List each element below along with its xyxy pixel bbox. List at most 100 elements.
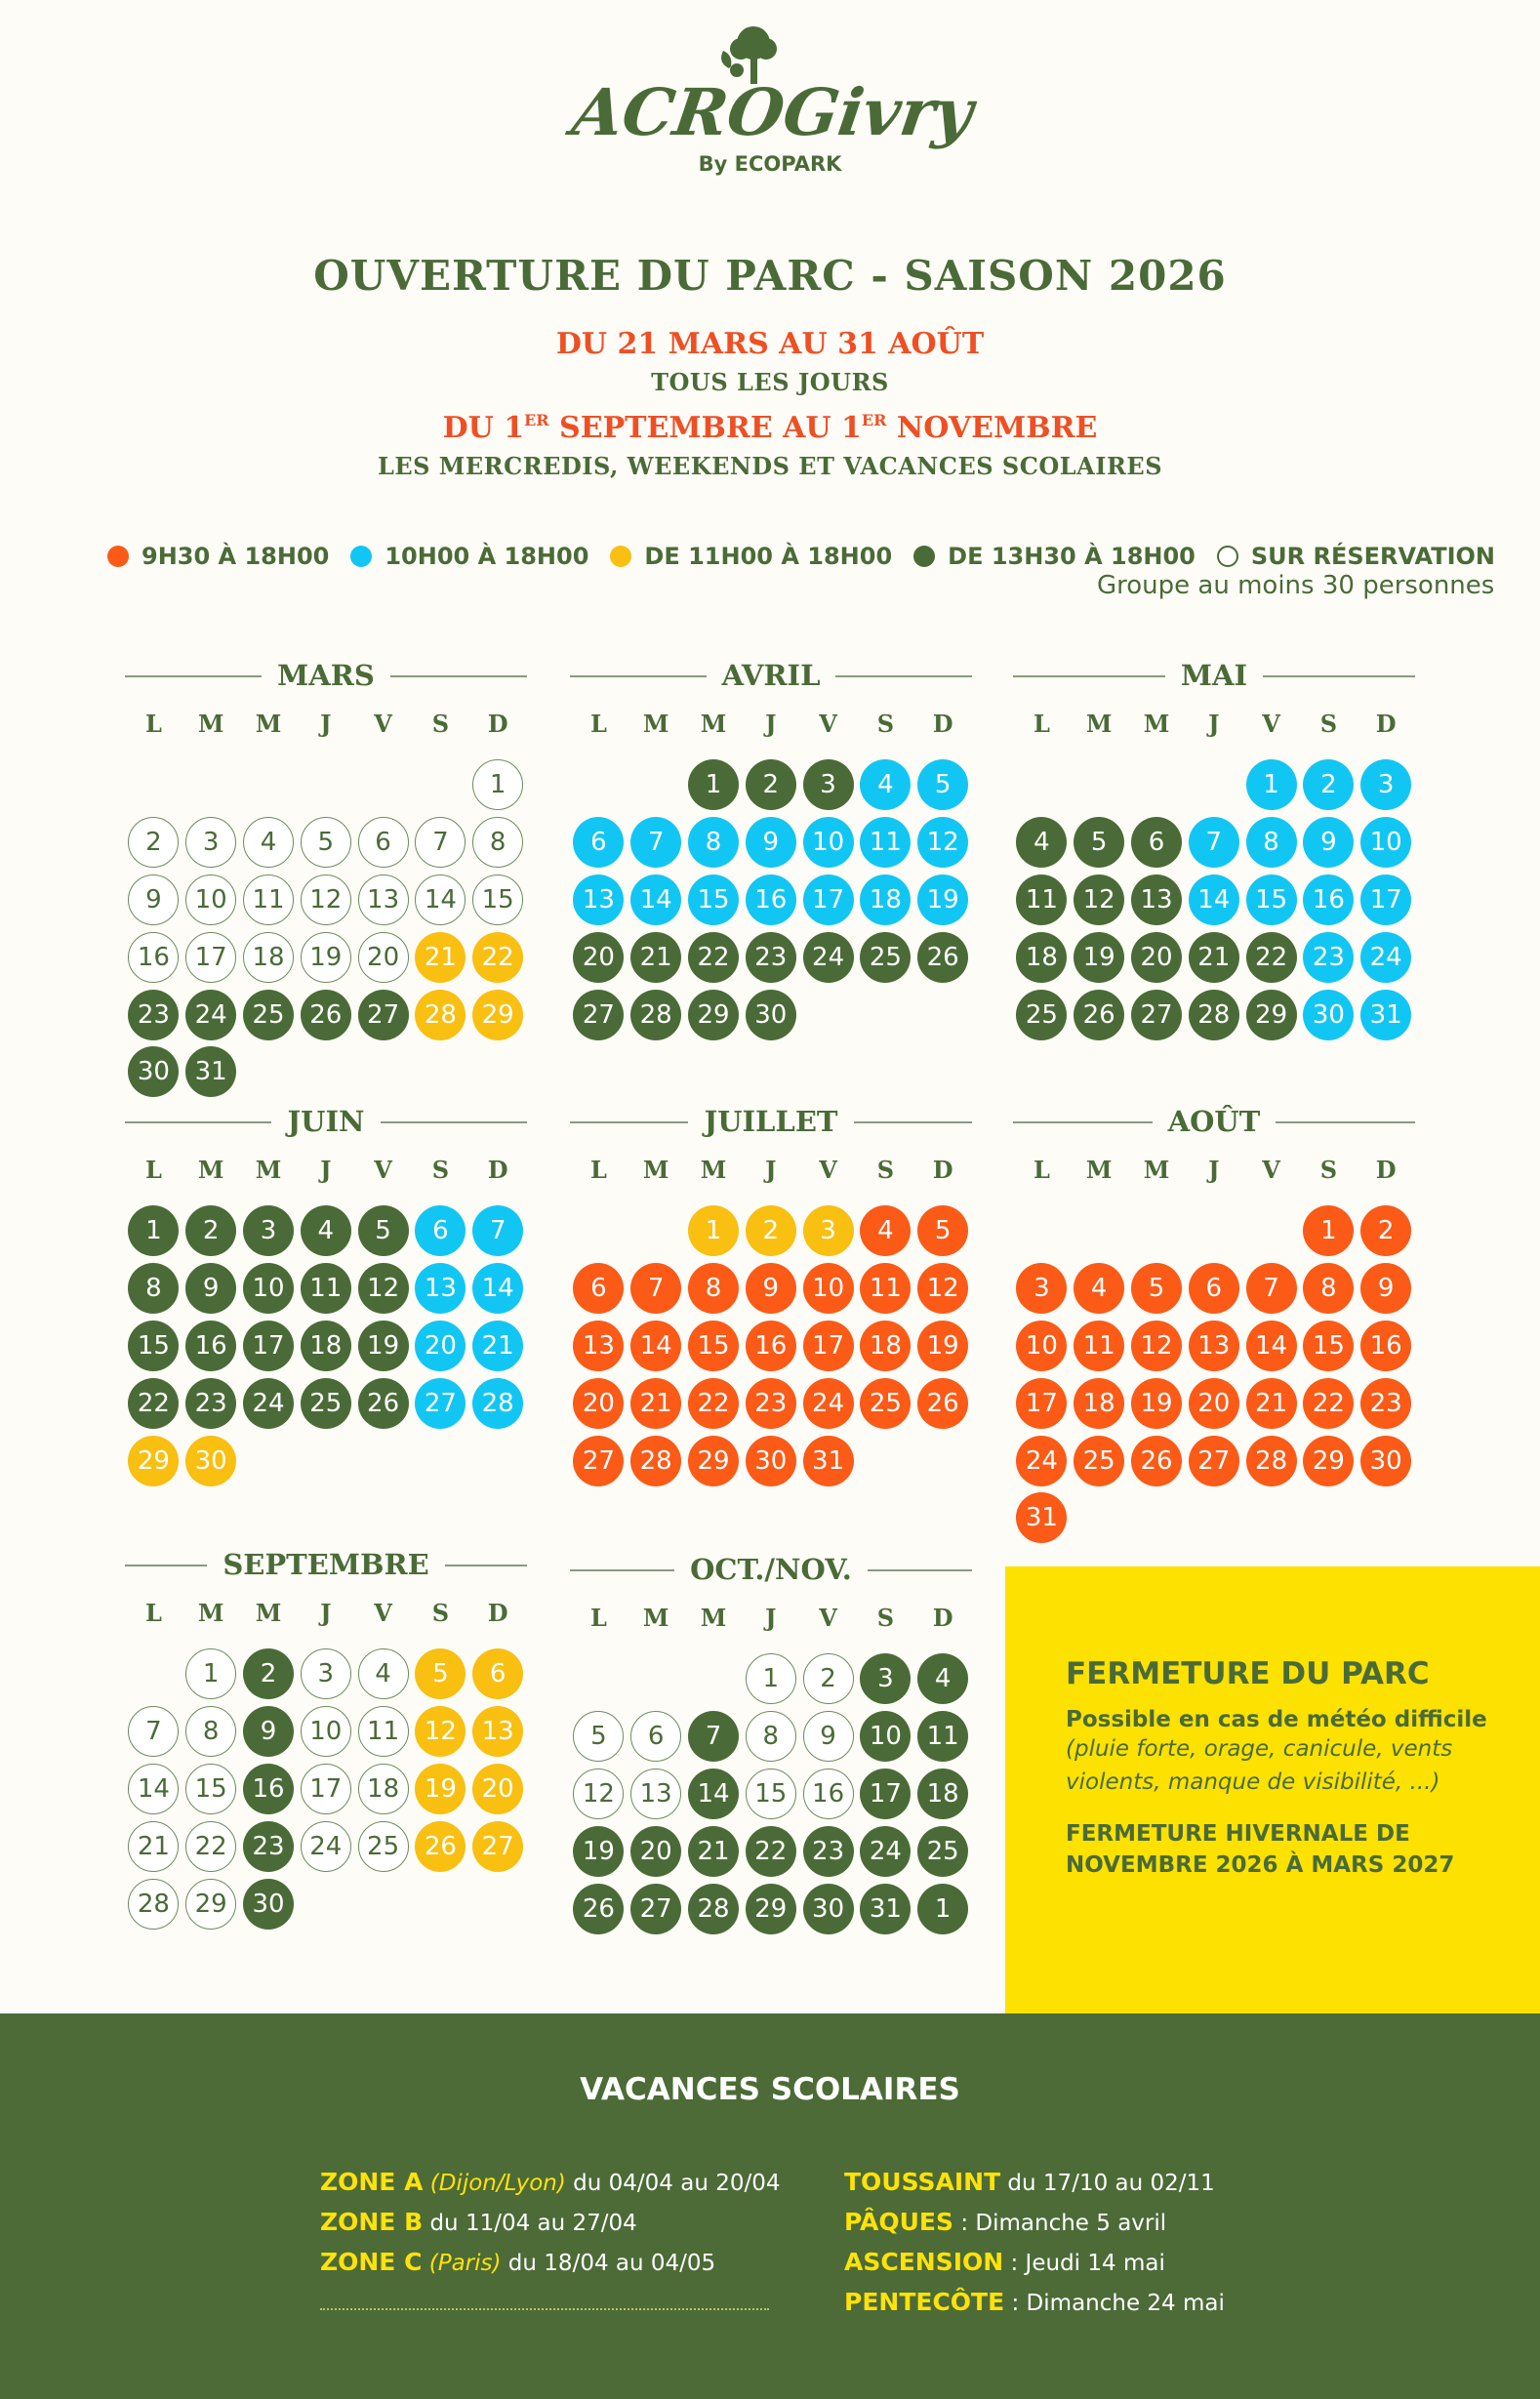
day-cell: 28 [1245, 1435, 1297, 1486]
legend-note: Groupe au moins 30 personnes [1097, 571, 1495, 600]
day-cell: 4 [357, 1648, 409, 1700]
day-cell: 23 [128, 989, 180, 1040]
day-cell: 14 [1188, 874, 1239, 925]
day-cell: 7 [128, 1706, 180, 1758]
day-grid: 1 2 3 4 5 6 7 8 9 10 11 12 13 14 15 16 17 18 19 20 21 22 23 24 2… [1013, 1202, 1415, 1547]
day-cell: 7 [687, 1711, 739, 1763]
weekday-label: S [431, 1156, 450, 1184]
day-cell: 29 [745, 1883, 796, 1934]
day-cell: 21 [128, 1820, 180, 1872]
day-cell: 1 [1303, 1205, 1355, 1257]
day-cell: 24 [242, 1377, 294, 1429]
day-cell: 24 [300, 1820, 351, 1872]
weekday-label: L [144, 1156, 162, 1184]
day-cell: 25 [242, 989, 294, 1040]
day-cell: 18 [300, 1320, 351, 1371]
zone-a: ZONE A (Dijon/Lyon) du 04/04 au 20/04 [320, 2168, 781, 2196]
period-2: DU 1ER SEPTEMBRE AU 1ER NOVEMBRE [442, 411, 1098, 445]
day-cell: 2 [185, 1205, 237, 1257]
zone-c: ZONE C (Paris) du 18/04 au 04/05 [320, 2248, 716, 2276]
weekday-label: L [589, 710, 607, 738]
day-cell: 18 [1016, 931, 1068, 983]
day-cell: 11 [1016, 874, 1068, 925]
day-cell: 25 [1016, 989, 1068, 1040]
day-cell: 3 [802, 1205, 854, 1257]
day-cell: 11 [242, 874, 294, 925]
day-cell: 29 [128, 1435, 180, 1486]
day-cell: 13 [1188, 1320, 1239, 1371]
weekday-label: V [374, 1599, 392, 1627]
weekday-label: D [487, 1156, 508, 1184]
day-cell: 18 [860, 874, 912, 925]
day-cell: 6 [1130, 817, 1182, 869]
orange-dot-icon [107, 546, 129, 567]
weekday-label: M [700, 710, 727, 738]
day-cell: 26 [415, 1820, 466, 1872]
weekday-label: M [1143, 710, 1170, 738]
day-cell: 31 [1360, 989, 1412, 1040]
day-grid: 1 2 3 4 5 6 7 8 9 10 11 12 13 14 15 16 17 18 19 20 21 22 23 24 2… [1013, 756, 1415, 1043]
weekday-label: V [819, 1604, 837, 1632]
day-cell: 28 [472, 1377, 524, 1429]
weekday-label: S [876, 710, 895, 738]
legend-item-orange: 9H30 À 18H00 [107, 543, 329, 570]
weekday-label: L [589, 1156, 607, 1184]
day-cell: 26 [573, 1883, 625, 1934]
day-cell: 12 [573, 1768, 625, 1819]
day-cell: 17 [860, 1768, 912, 1819]
day-cell: 31 [1016, 1492, 1068, 1544]
day-cell: 18 [357, 1763, 409, 1814]
day-cell: 7 [415, 817, 466, 869]
day-cell: 20 [1188, 1377, 1239, 1429]
day-cell: 5 [917, 1205, 969, 1257]
day-cell: 2 [745, 1205, 796, 1257]
day-cell: 23 [745, 1377, 796, 1429]
day-cell: 13 [573, 874, 625, 925]
day-cell: 5 [573, 1711, 625, 1763]
holidays-title: VACANCES SCOLAIRES [580, 2072, 960, 2107]
day-cell: 22 [745, 1825, 796, 1877]
day-cell: 11 [1074, 1320, 1125, 1371]
closing-title: FERMETURE DU PARC [1066, 1656, 1430, 1691]
day-cell: 6 [1188, 1263, 1239, 1315]
weekday-label: M [642, 710, 669, 738]
day-cell: 26 [917, 1377, 969, 1429]
day-cell: 15 [745, 1768, 796, 1819]
day-cell: 22 [128, 1377, 180, 1429]
day-cell: 13 [630, 1768, 682, 1819]
closing-notice: FERMETURE DU PARC Possible en cas de mét… [1005, 1566, 1540, 2013]
day-cell: 10 [300, 1706, 351, 1758]
day-cell: 6 [630, 1711, 682, 1763]
day-cell: 9 [745, 1263, 796, 1315]
day-cell: 1 [128, 1205, 180, 1257]
day-cell: 15 [128, 1320, 180, 1371]
day-cell: 8 [687, 1263, 739, 1315]
day-cell: 30 [1303, 989, 1355, 1040]
day-cell: 21 [1245, 1377, 1297, 1429]
day-cell: 29 [185, 1878, 237, 1930]
legend: 9H30 À 18H00 10H00 À 18H00 DE 11H00 À 18… [107, 540, 1517, 573]
day-cell: 17 [1016, 1377, 1068, 1429]
day-cell: 13 [357, 874, 409, 925]
day-cell: 30 [745, 989, 796, 1040]
weekday-label: J [765, 1604, 777, 1632]
day-cell: 25 [860, 1377, 912, 1429]
zone-b: ZONE B du 11/04 au 27/04 [320, 2208, 637, 2236]
day-cell: 7 [630, 817, 682, 869]
day-cell: 4 [860, 1205, 912, 1257]
weekday-label: M [255, 710, 282, 738]
day-cell: 19 [1074, 931, 1125, 983]
day-cell: 27 [630, 1883, 682, 1934]
day-cell: 24 [802, 931, 854, 983]
day-cell: 5 [357, 1205, 409, 1257]
day-cell: 10 [242, 1263, 294, 1315]
day-cell: 17 [1360, 874, 1412, 925]
day-cell: 12 [1130, 1320, 1182, 1371]
day-cell: 22 [687, 931, 739, 983]
day-cell: 19 [357, 1320, 409, 1371]
day-cell: 3 [300, 1648, 351, 1700]
green-dot-icon [913, 546, 936, 567]
day-grid: 1 2 3 4 5 6 7 8 9 10 11 12 13 14 15 16 17 18 19 20 21 22 23 24 2… [125, 756, 527, 1101]
